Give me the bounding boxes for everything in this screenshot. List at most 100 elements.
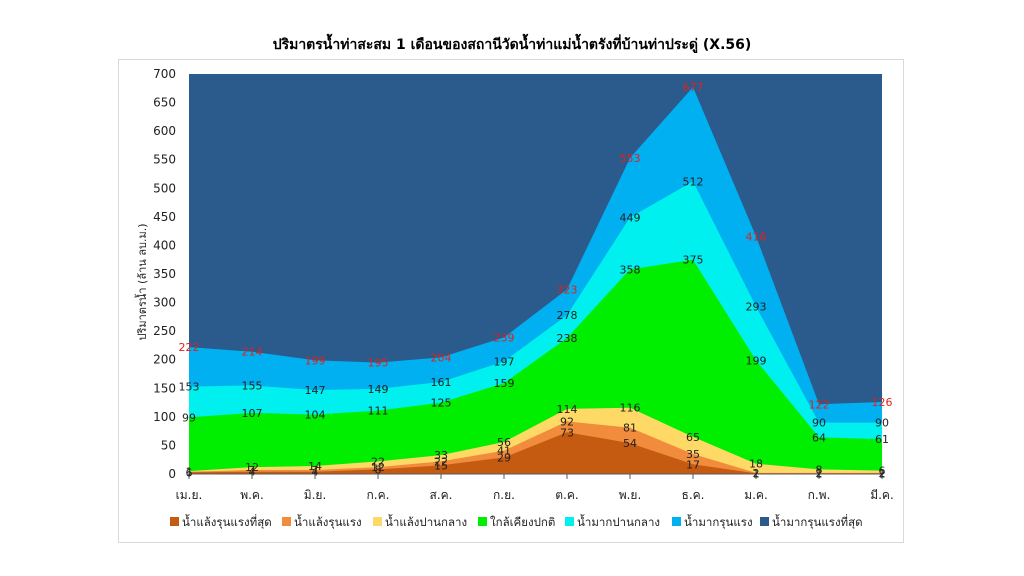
data-label: 147: [305, 384, 326, 397]
y-tick-label: 600: [153, 124, 176, 138]
data-label: 155: [242, 379, 263, 392]
data-label: 159: [494, 377, 515, 390]
data-label: 4: [312, 466, 319, 479]
legend-label: น้ำแล้งรุนแรงที่สุด: [182, 514, 272, 529]
data-label: 2: [879, 467, 886, 480]
x-tick-label: ธ.ค.: [682, 488, 705, 502]
data-label: 61: [875, 433, 889, 446]
legend-swatch: [760, 517, 769, 526]
data-label: 161: [431, 376, 452, 389]
y-tick-label: 250: [153, 324, 176, 338]
data-label: 199: [746, 354, 767, 367]
legend-label: น้ำมากรุนแรงที่สุด: [772, 514, 863, 529]
data-label: 126: [872, 396, 893, 409]
data-label: 33: [434, 449, 448, 462]
y-tick-label: 500: [153, 181, 176, 195]
data-label: 204: [431, 351, 452, 364]
y-axis-label: ปริมาตรน้ำ (ล้าน ลบ.ม.): [134, 223, 149, 340]
data-label: 64: [812, 431, 826, 444]
data-label: 6: [186, 466, 193, 479]
data-label: 238: [557, 332, 578, 345]
y-tick-label: 0: [168, 467, 176, 481]
y-tick-label: 400: [153, 238, 176, 252]
y-tick-label: 350: [153, 267, 176, 281]
data-label: 65: [686, 431, 700, 444]
legend-label: น้ำมากรุนแรง: [684, 514, 753, 529]
data-label: 358: [620, 263, 641, 276]
data-label: 416: [746, 230, 767, 243]
y-tick-label: 200: [153, 353, 176, 367]
chart-frame: [118, 59, 904, 543]
data-label: 35: [686, 448, 700, 461]
data-label: 677: [683, 81, 704, 94]
data-label: 12: [245, 461, 259, 474]
legend-swatch: [282, 517, 291, 526]
y-tick-label: 650: [153, 96, 176, 110]
data-label: 1: [186, 466, 193, 479]
x-tick-label: ม.ค.: [744, 488, 768, 502]
data-label: 214: [242, 346, 263, 359]
data-label: 7: [312, 464, 319, 477]
data-label: 222: [179, 341, 200, 354]
data-label: 293: [746, 301, 767, 314]
data-label: 197: [494, 355, 515, 368]
data-label: 12: [371, 461, 385, 474]
data-label: 153: [179, 381, 200, 394]
data-label: 1: [816, 467, 823, 480]
y-tick-label: 50: [161, 438, 176, 452]
x-tick-label: ก.ย.: [493, 488, 515, 502]
data-label: 2: [753, 467, 760, 480]
data-label: 114: [557, 403, 578, 416]
data-label: 199: [305, 354, 326, 367]
data-label: 7: [249, 464, 256, 477]
data-label: 2: [816, 467, 823, 480]
legend-swatch: [478, 517, 487, 526]
y-tick-label: 700: [153, 67, 176, 81]
legend-swatch: [170, 517, 179, 526]
x-tick-label: เม.ย.: [176, 488, 203, 502]
legend-label: น้ำมากปานกลาง: [577, 514, 660, 529]
data-label: 122: [809, 398, 830, 411]
data-label: 18: [749, 458, 763, 471]
data-label: 29: [497, 451, 511, 464]
y-tick-label: 450: [153, 210, 176, 224]
data-label: 4: [249, 466, 256, 479]
x-tick-label: พ.ค.: [240, 488, 264, 502]
legend-label: น้ำแล้งรุนแรง: [294, 514, 362, 529]
data-label: 41: [497, 445, 511, 458]
data-label: 239: [494, 331, 515, 344]
legend-label: น้ำแล้งปานกลาง: [385, 514, 467, 529]
data-label: 8: [816, 463, 823, 476]
legend-swatch: [373, 517, 382, 526]
x-tick-label: ก.ค.: [367, 488, 390, 502]
data-label: 90: [875, 417, 889, 430]
data-label: 54: [623, 437, 637, 450]
data-label: 125: [431, 397, 452, 410]
x-tick-label: มิ.ย.: [304, 488, 327, 502]
x-tick-label: ส.ค.: [430, 488, 453, 502]
data-label: 81: [623, 422, 637, 435]
x-tick-label: ต.ค.: [555, 488, 578, 502]
y-tick-label: 100: [153, 410, 176, 424]
data-label: 99: [182, 411, 196, 424]
data-label: 278: [557, 309, 578, 322]
data-label: 92: [560, 415, 574, 428]
data-label: 116: [620, 402, 641, 415]
data-label: 1: [753, 467, 760, 480]
chart-title: ปริมาตรน้ำท่าสะสม 1 เดือนของสถานีวัดน้ำท…: [272, 37, 752, 53]
x-tick-label: พ.ย.: [619, 488, 642, 502]
legend: น้ำแล้งรุนแรงที่สุด น้ำแล้งรุนแรง น้ำแล้งป…: [170, 514, 863, 529]
data-label: 553: [620, 152, 641, 165]
data-label: 375: [683, 254, 704, 267]
data-label: 73: [560, 426, 574, 439]
legend-swatch: [565, 517, 574, 526]
data-label: 195: [368, 357, 389, 370]
legend-swatch: [672, 517, 681, 526]
data-label: 90: [812, 417, 826, 430]
x-tick-label: มี.ค.: [870, 488, 894, 502]
legend-label: ใกล้เคียงปกติ: [490, 515, 555, 529]
data-label: 8: [375, 463, 382, 476]
data-label: 22: [434, 455, 448, 468]
